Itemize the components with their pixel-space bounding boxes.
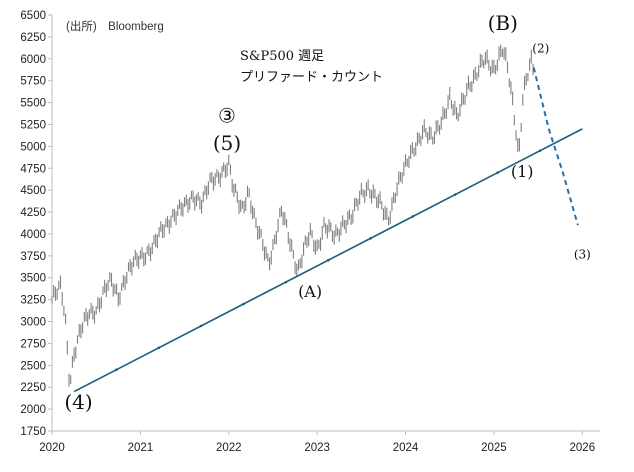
support-marker: [115, 368, 118, 371]
x-tick-label: 2021: [128, 442, 154, 454]
y-tick-label: 4000: [20, 229, 46, 241]
y-tick-label: 2000: [20, 404, 46, 416]
support-marker: [242, 302, 245, 306]
support-marker: [199, 324, 203, 328]
axes: 1750 2000 2250 2500 2750 3000 3250 3500 3750 4000…: [20, 10, 600, 454]
y-tick-label: 3000: [20, 317, 46, 329]
support-marker: [538, 149, 542, 153]
support-marker: [453, 193, 457, 196]
y-tick-label: 2500: [20, 360, 46, 372]
y-tick-label: 6250: [20, 32, 46, 44]
support-marker: [326, 258, 330, 262]
y-tick-label: 1750: [20, 426, 46, 438]
y-tick-label: 5250: [20, 119, 46, 131]
chart-title-line-1: S&P500 週足: [240, 49, 324, 64]
y-tick-label: 2750: [20, 338, 46, 350]
wave-label: (2): [532, 42, 549, 56]
y-tick-label: 6000: [20, 54, 46, 66]
support-trendline-markers: [115, 149, 542, 371]
y-tick-label: 4500: [20, 185, 46, 197]
y-tick-label: 3250: [20, 295, 46, 307]
x-tick-label: 2022: [216, 442, 242, 454]
wave-label: (4): [64, 390, 92, 414]
y-tick-label: 3750: [20, 251, 46, 263]
support-marker: [411, 215, 415, 218]
wave-label: ③: [218, 104, 236, 128]
y-tick-label: 5000: [20, 141, 46, 153]
source-label: (出所) Bloomberg: [66, 19, 164, 33]
price-series: [51, 44, 534, 387]
wave-label: (1): [511, 162, 534, 181]
x-tick-label: 2026: [570, 442, 596, 454]
y-axis-ticks: 1750 2000 2250 2500 2750 3000 3250 3500 3750 4000…: [20, 10, 52, 438]
wave-label: (5): [213, 131, 241, 155]
y-tick-label: 3500: [20, 273, 46, 285]
wave-label: (A): [298, 282, 322, 301]
x-axis-ticks: 2020 2021 2022 2023 2024 2025 2026: [39, 431, 595, 454]
y-tick-label: 2250: [20, 382, 46, 394]
chart-title-line-2: プリファード・カウント: [240, 70, 383, 85]
wave-labels: (4) ③ (5) (A) (B) (2) (1) (3): [64, 11, 590, 414]
y-tick-label: 4750: [20, 163, 46, 175]
x-tick-label: 2024: [393, 442, 419, 454]
projection-dashed-line: [532, 67, 579, 226]
y-tick-label: 5750: [20, 76, 46, 88]
x-tick-label: 2020: [39, 442, 65, 454]
x-tick-label: 2023: [304, 442, 330, 454]
support-marker: [284, 280, 288, 284]
y-tick-label: 6500: [20, 10, 46, 22]
support-marker: [369, 237, 372, 240]
support-marker: [496, 171, 499, 174]
y-tick-label: 5500: [20, 98, 46, 110]
wave-label: (3): [574, 247, 591, 261]
x-tick-label: 2025: [481, 442, 507, 454]
wave-label: (B): [488, 11, 518, 35]
y-tick-label: 4250: [20, 207, 46, 219]
support-marker: [157, 346, 161, 350]
